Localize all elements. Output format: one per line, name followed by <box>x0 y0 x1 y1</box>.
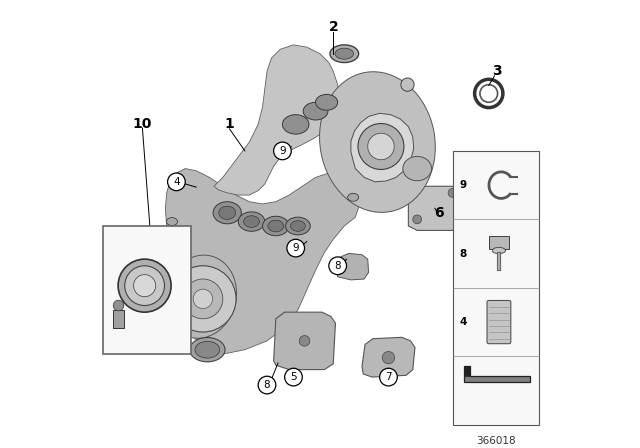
Ellipse shape <box>492 247 506 254</box>
Ellipse shape <box>348 194 358 201</box>
Circle shape <box>358 124 404 169</box>
Ellipse shape <box>195 341 220 358</box>
Text: 4: 4 <box>459 317 467 327</box>
Circle shape <box>118 259 171 312</box>
Circle shape <box>285 368 302 386</box>
Polygon shape <box>463 366 530 382</box>
Circle shape <box>287 239 305 257</box>
Circle shape <box>170 266 236 332</box>
Ellipse shape <box>238 212 265 231</box>
FancyBboxPatch shape <box>102 226 191 354</box>
Polygon shape <box>351 113 413 182</box>
Ellipse shape <box>319 72 435 212</box>
Ellipse shape <box>330 45 358 63</box>
Circle shape <box>380 368 397 386</box>
Circle shape <box>300 336 310 346</box>
Text: 8: 8 <box>264 380 270 390</box>
Circle shape <box>193 289 212 309</box>
FancyBboxPatch shape <box>113 310 124 328</box>
Circle shape <box>382 352 395 364</box>
Circle shape <box>413 215 422 224</box>
Text: 5: 5 <box>290 372 297 382</box>
Polygon shape <box>335 254 369 280</box>
Circle shape <box>168 173 185 191</box>
Text: 8: 8 <box>334 261 341 271</box>
Text: 7: 7 <box>385 372 392 382</box>
Text: 1: 1 <box>225 117 234 131</box>
FancyBboxPatch shape <box>489 237 509 249</box>
Text: 3: 3 <box>492 65 502 78</box>
FancyBboxPatch shape <box>487 301 511 344</box>
Ellipse shape <box>244 216 259 228</box>
Text: 9: 9 <box>459 180 467 190</box>
Polygon shape <box>463 366 470 375</box>
Circle shape <box>113 300 124 311</box>
Text: 9: 9 <box>292 243 299 253</box>
Ellipse shape <box>213 202 241 224</box>
Ellipse shape <box>268 220 284 232</box>
Ellipse shape <box>285 217 310 235</box>
Text: 6: 6 <box>435 206 444 220</box>
FancyBboxPatch shape <box>452 151 539 425</box>
Polygon shape <box>408 186 459 230</box>
Ellipse shape <box>335 48 353 59</box>
Text: 8: 8 <box>459 249 467 258</box>
Text: 10: 10 <box>132 117 152 131</box>
Circle shape <box>258 376 276 394</box>
Text: 2: 2 <box>328 20 338 34</box>
Ellipse shape <box>316 95 338 110</box>
Ellipse shape <box>303 102 328 120</box>
Circle shape <box>368 133 394 160</box>
Polygon shape <box>274 312 335 370</box>
Ellipse shape <box>262 216 289 236</box>
Circle shape <box>329 257 346 275</box>
Ellipse shape <box>219 206 236 220</box>
Ellipse shape <box>165 255 237 338</box>
Circle shape <box>134 275 156 297</box>
Ellipse shape <box>189 337 225 362</box>
Ellipse shape <box>291 221 305 231</box>
Polygon shape <box>362 337 415 377</box>
Text: 366018: 366018 <box>476 436 515 446</box>
Circle shape <box>448 189 457 197</box>
Polygon shape <box>165 168 360 354</box>
Circle shape <box>183 279 223 319</box>
Polygon shape <box>214 45 340 195</box>
Ellipse shape <box>403 156 431 181</box>
Circle shape <box>125 266 164 306</box>
Circle shape <box>401 78 414 91</box>
Text: 4: 4 <box>173 177 180 187</box>
Ellipse shape <box>166 218 177 225</box>
Ellipse shape <box>282 115 309 134</box>
Text: 9: 9 <box>279 146 286 156</box>
Circle shape <box>274 142 291 160</box>
